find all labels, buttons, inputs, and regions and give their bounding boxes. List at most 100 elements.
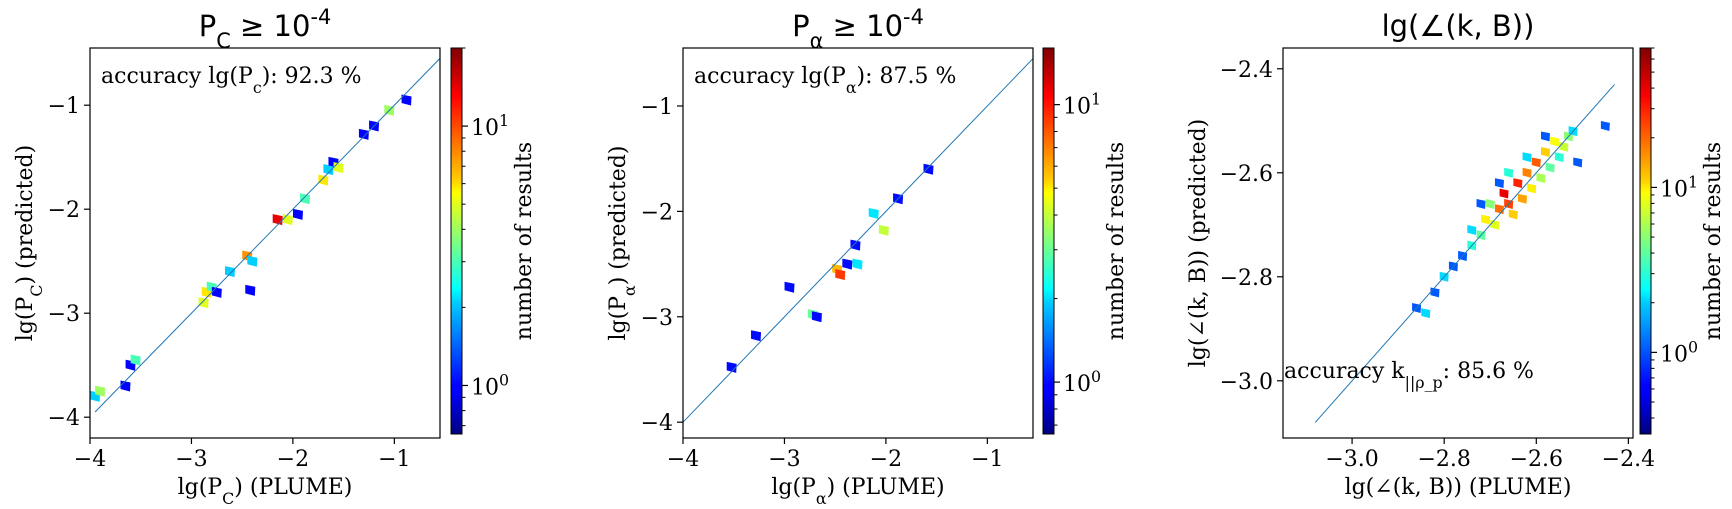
heatmap-cell [1494, 204, 1504, 215]
colorbar-tick-label: 100 [1660, 337, 1698, 368]
heatmap-cell [1550, 136, 1560, 147]
colorbar-tick-label: 101 [471, 111, 509, 142]
heatmap-cell [1494, 178, 1504, 189]
heatmap-cell [318, 174, 329, 186]
panel-3: lg(∠(k, B)) −3.0 −2.8 −2.6 −2.4 −3.0 −2.8 −2.6 −… [1186, 9, 1726, 500]
heatmap-cell [401, 94, 412, 106]
heatmap-cell [300, 193, 311, 205]
heatmap-cell [1559, 141, 1569, 152]
heatmap-cell [333, 162, 344, 174]
colorbar-label: number of results [512, 142, 537, 340]
x-tick-label: −4 [667, 447, 699, 472]
colorbar [1043, 48, 1054, 434]
heatmap-cell [225, 266, 235, 278]
heatmap-cell [211, 286, 222, 298]
heatmap-cell [878, 224, 889, 236]
heatmap-cell [282, 214, 293, 226]
heatmap-cell [811, 311, 822, 323]
heatmap-cell [1513, 178, 1523, 189]
x-axis-label: lg(∠(k, B)) (PLUME) [1345, 475, 1572, 500]
colorbar [1640, 48, 1651, 434]
colorbar-label: number of results [1104, 142, 1129, 340]
heatmap-cell [1517, 193, 1527, 204]
x-tick-label: −4 [74, 447, 106, 472]
y-tick-label: −4 [641, 411, 673, 436]
heatmap-cell [1485, 199, 1495, 209]
heatmap-cell [358, 128, 369, 140]
chart-title: Pα ≥ 10-4 [792, 5, 924, 53]
heatmap-cell [842, 258, 853, 270]
y-tick-label: −2.8 [1220, 266, 1273, 291]
heatmap-cell [292, 208, 303, 220]
x-tick-label: −2 [277, 447, 309, 472]
heatmap-cell [120, 380, 131, 392]
colorbar-tick-label: 100 [1063, 367, 1101, 398]
accuracy-annotation: accuracy k||ρ_p: 85.6 % [1284, 359, 1534, 392]
heatmap-cell [1527, 183, 1537, 194]
colorbar-frame [450, 47, 463, 435]
y-axis-label: lg(∠(k, B)) (predicted) [1186, 119, 1211, 368]
heatmap-cell [1467, 225, 1477, 235]
axes-frame [1282, 47, 1634, 439]
heatmap-cell [1504, 167, 1514, 178]
heatmap-cell [835, 269, 846, 281]
heatmap-cell [1522, 152, 1532, 163]
heatmap-cell [198, 297, 209, 309]
colorbar-tick-label: 100 [471, 370, 509, 401]
heatmap-cell [323, 164, 334, 176]
y-axis-label: lg(Pα) (predicted) [606, 146, 639, 341]
x-axis-label: lg(Pα) (PLUME) [771, 475, 944, 508]
heatmap-cell [1421, 308, 1431, 319]
heatmap-cell [1536, 173, 1546, 183]
identity-line [1314, 84, 1615, 423]
heatmap-cell [850, 239, 861, 251]
colorbar-tick-label: 101 [1660, 172, 1698, 203]
y-tick-label: −2 [641, 200, 673, 225]
colorbar-tick-label: 101 [1063, 89, 1101, 120]
heatmap-cell [1476, 199, 1486, 209]
x-tick-label: −3 [768, 447, 800, 472]
panel-1: PC ≥ 10-4 −4 −3 −2 −1 −4 −3 −2 −1 lg(PC) (PLUME) l… [13, 5, 537, 508]
x-tick-label: −3 [175, 447, 207, 472]
plot-data [683, 58, 1033, 423]
colorbar-frame [1042, 47, 1055, 435]
heatmap-cell [923, 163, 934, 175]
heatmap-cell [272, 214, 283, 226]
x-tick-label: −3.0 [1325, 447, 1378, 472]
x-tick-label: −2.4 [1602, 447, 1655, 472]
heatmap-cell [1481, 214, 1491, 225]
heatmap-cell [1573, 157, 1583, 168]
colorbar-label: number of results [1701, 142, 1726, 340]
heatmap-cell [751, 330, 762, 342]
heatmap-cell [1541, 147, 1550, 157]
y-tick-label: −2.4 [1220, 58, 1273, 83]
heatmap-cell [245, 284, 256, 296]
chart-title: lg(∠(k, B)) [1382, 9, 1535, 43]
x-tick-label: −2.8 [1417, 447, 1470, 472]
heatmap-cell [1531, 157, 1541, 168]
y-tick-label: −3 [48, 302, 80, 327]
y-tick-label: −3.0 [1220, 370, 1273, 395]
heatmap-cell [1430, 287, 1440, 298]
heatmap-cell [247, 255, 258, 267]
panel-2: Pα ≥ 10-4 −4 −3 −2 −1 −4 −3 −2 −1 lg(Pα) (PLUME) l… [606, 5, 1129, 508]
plot-data [90, 58, 440, 413]
heatmap-cell [130, 354, 141, 366]
heatmap-cell [1541, 131, 1550, 142]
heatmap-cell [726, 361, 737, 373]
y-axis-label: lg(PC) (predicted) [13, 145, 46, 341]
heatmap-cell [1508, 209, 1518, 220]
heatmap-cell [1490, 219, 1500, 230]
heatmap-cell [852, 258, 863, 270]
chart-title: PC ≥ 10-4 [199, 5, 332, 53]
heatmap-cell [784, 281, 795, 293]
x-axis-label: lg(PC) (PLUME) [178, 475, 353, 508]
axes-frame [89, 47, 441, 439]
heatmap-cell [868, 207, 879, 219]
heatmap-cell [95, 385, 106, 397]
x-tick-label: −1 [971, 447, 1003, 472]
heatmap-cell [1522, 167, 1532, 178]
accuracy-annotation: accuracy lg(Pα): 87.5 % [694, 64, 956, 97]
heatmap-cell [1554, 152, 1564, 163]
y-tick-label: −1 [641, 95, 673, 120]
